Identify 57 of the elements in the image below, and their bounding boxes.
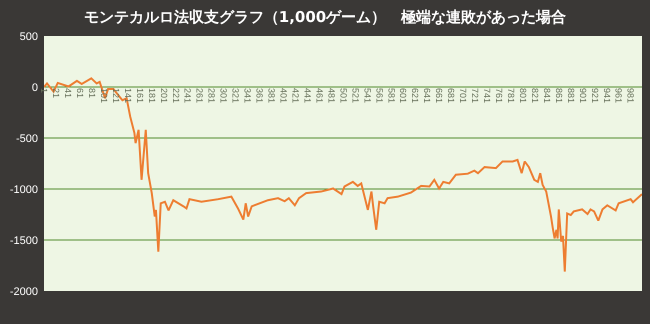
x-tick-label: 41 [63,88,74,98]
chart-title: モンテカルロ法収支グラフ（1,000ゲーム） 極端な連敗があった場合 [84,8,566,26]
x-tick-label: 541 [362,88,372,104]
x-tick-label: 441 [302,88,312,104]
x-tick-label: 181 [146,88,157,104]
x-tick-label: 941 [602,88,612,104]
x-tick-label: 301 [218,88,229,104]
x-tick-label: 101 [98,88,109,104]
x-tick-label: 381 [266,88,277,104]
y-tick-label: -2000 [10,286,38,298]
x-tick-label: 281 [206,88,217,104]
x-tick-label: 581 [386,88,396,104]
y-tick-label: -500 [16,132,38,145]
x-tick-label: 901 [578,88,588,104]
x-tick-label: 921 [590,88,600,104]
x-tick-label: 881 [566,88,576,104]
x-tick-label: 61 [74,88,85,98]
x-tick-label: 421 [290,88,300,104]
x-tick-label: 21 [51,88,62,98]
x-tick-label: 401 [278,88,289,104]
x-tick-label: 361 [254,88,265,104]
x-tick-label: 801 [518,88,528,104]
x-tick-label: 661 [434,88,444,104]
x-tick-label: 961 [614,88,624,104]
y-tick-label: -1000 [10,184,38,196]
x-tick-label: 981 [626,88,636,104]
y-tick-label: 500 [20,30,38,43]
x-tick-label: 841 [542,88,552,104]
x-tick-label: 861 [554,88,564,104]
x-tick-label: 781 [506,88,516,104]
x-tick-label: 601 [398,88,408,104]
x-tick-label: 81 [86,88,97,98]
x-tick-label: 561 [374,88,384,104]
x-tick-label: 321 [230,88,241,104]
x-tick-label: 221 [170,88,181,104]
x-tick-label: 741 [482,88,492,104]
x-tick-label: 701 [458,88,468,104]
x-tick-label: 501 [338,88,348,104]
x-tick-label: 521 [350,88,360,104]
x-tick-label: 461 [314,88,324,104]
x-tick-label: 821 [530,88,540,104]
x-tick-label: 121 [110,88,121,104]
y-tick-label: -1500 [10,234,38,247]
x-tick-label: 341 [242,88,253,104]
x-tick-label: 261 [194,88,205,104]
x-tick-label: 241 [182,88,193,104]
x-tick-label: 201 [158,88,169,104]
y-tick-label: 0 [32,82,38,94]
x-tick-label: 481 [326,88,336,104]
x-tick-label: 1 [39,88,50,94]
x-tick-label: 641 [422,88,432,104]
x-tick-label: 681 [446,88,456,104]
x-tick-label: 161 [134,88,145,104]
x-tick-label: 721 [470,88,480,104]
x-tick-label: 141 [122,88,133,104]
x-tick-label: 621 [410,88,420,104]
x-tick-label: 761 [494,88,504,104]
